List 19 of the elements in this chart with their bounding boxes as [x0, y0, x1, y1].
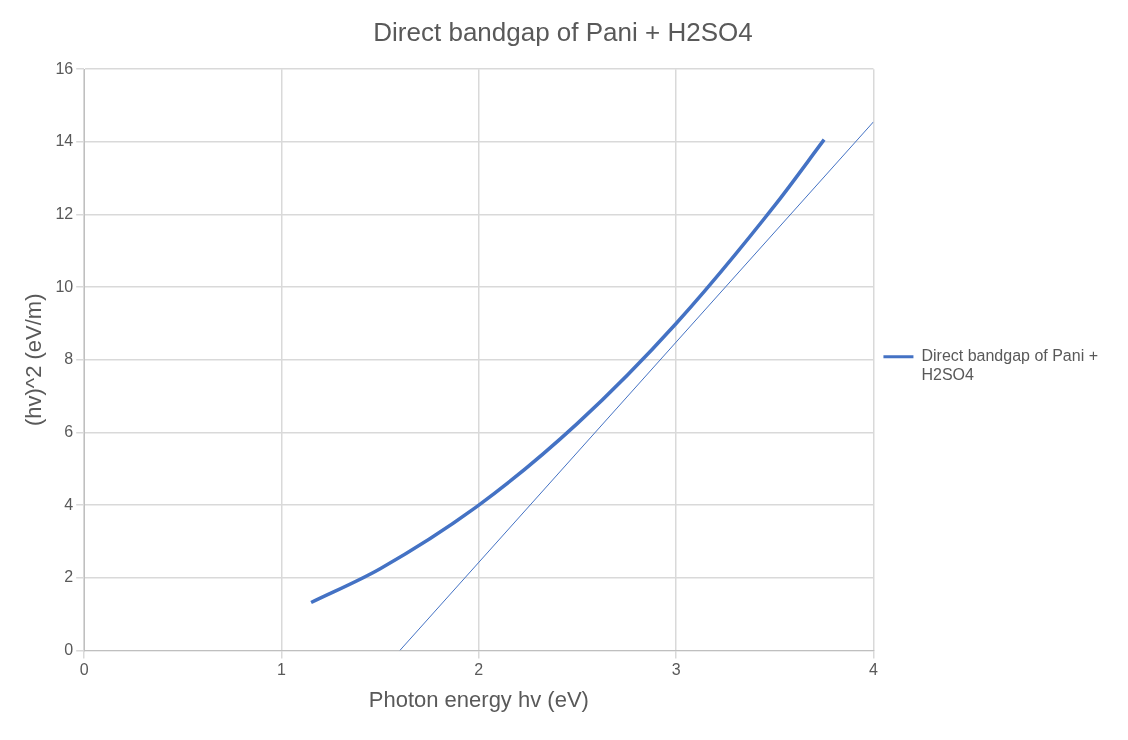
x-tick-label: 4: [868, 661, 878, 679]
chart-title: Direct bandgap of Pani + H2SO4: [373, 16, 753, 47]
line-series: [309, 137, 826, 605]
y-axis-title: (hv)^2 (eV/m): [21, 293, 47, 427]
y-tick-label: 0: [64, 640, 74, 658]
y-tick-label: 10: [55, 277, 74, 295]
y-tick-label: 12: [55, 204, 74, 222]
legend-label: Direct bandgap of Pani + H2SO4: [921, 347, 1098, 384]
x-tick-label: 1: [277, 661, 287, 679]
x-tick-label: 3: [671, 661, 681, 679]
x-tick-label: 0: [79, 661, 89, 679]
y-tick-label: 4: [64, 495, 74, 513]
x-tick-label: 2: [474, 661, 484, 679]
y-tick-label: 2: [64, 568, 74, 586]
y-tick-label: 6: [64, 422, 74, 440]
y-tick-label: 14: [55, 132, 74, 150]
y-tick-label: 16: [55, 59, 74, 77]
y-tick-label: 8: [64, 350, 74, 368]
x-axis-title: Photon energy hv (eV): [368, 686, 589, 712]
